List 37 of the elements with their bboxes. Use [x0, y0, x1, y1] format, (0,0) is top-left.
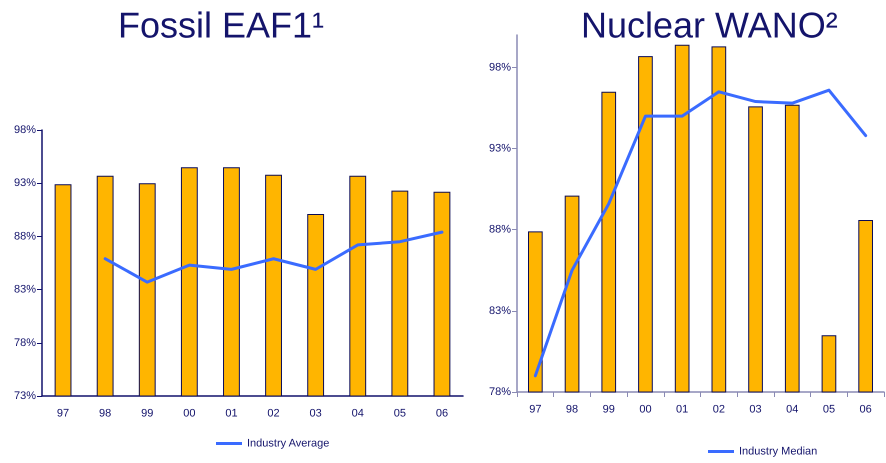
legend-label: Industry Average — [247, 438, 330, 450]
line-series — [104, 230, 444, 284]
x-tick-label: 06 — [860, 404, 872, 416]
y-tick-label: 88% — [488, 224, 512, 236]
x-tick-label: 99 — [141, 408, 154, 420]
x-tick-label: 99 — [602, 404, 615, 416]
x-tick-label: 03 — [310, 408, 322, 420]
x-tick-label: 01 — [676, 404, 688, 416]
y-tick-label: 98% — [488, 61, 512, 74]
legend-label: Industry Median — [739, 446, 818, 458]
y-tick-label: 78% — [14, 336, 36, 349]
x-tick-label: 97 — [529, 404, 542, 416]
x-tick-label: 05 — [822, 404, 836, 416]
x-tick-label: 00 — [183, 408, 196, 420]
x-tick-label: 98 — [99, 408, 112, 420]
x-tick-label: 04 — [786, 404, 798, 416]
x-tick-label: 05 — [394, 408, 406, 420]
x-tick-label: 98 — [566, 404, 578, 416]
y-tick-label: 83% — [488, 304, 512, 317]
x-tick-label: 97 — [56, 408, 70, 420]
y-tick-label: 73% — [14, 390, 36, 402]
y-tick-label: 98% — [14, 124, 36, 136]
x-tick-label: 02 — [712, 404, 725, 416]
x-tick-label: 00 — [639, 404, 652, 416]
chart-title: Nuclear WANO² — [581, 4, 838, 46]
y-tick-label: 93% — [488, 142, 512, 155]
y-tick-label: 78% — [488, 386, 512, 398]
y-tick-label: 83% — [14, 284, 36, 296]
x-tick-label: 06 — [436, 408, 448, 420]
chart-title: Fossil EAF1¹ — [118, 4, 324, 46]
x-tick-label: 01 — [225, 408, 238, 420]
x-tick-label: 03 — [749, 404, 762, 416]
x-tick-label: 04 — [352, 408, 364, 420]
x-tick-label: 02 — [267, 408, 280, 420]
line-series — [534, 88, 868, 378]
y-tick-label: 88% — [14, 230, 36, 242]
y-tick-label: 93% — [14, 177, 36, 190]
